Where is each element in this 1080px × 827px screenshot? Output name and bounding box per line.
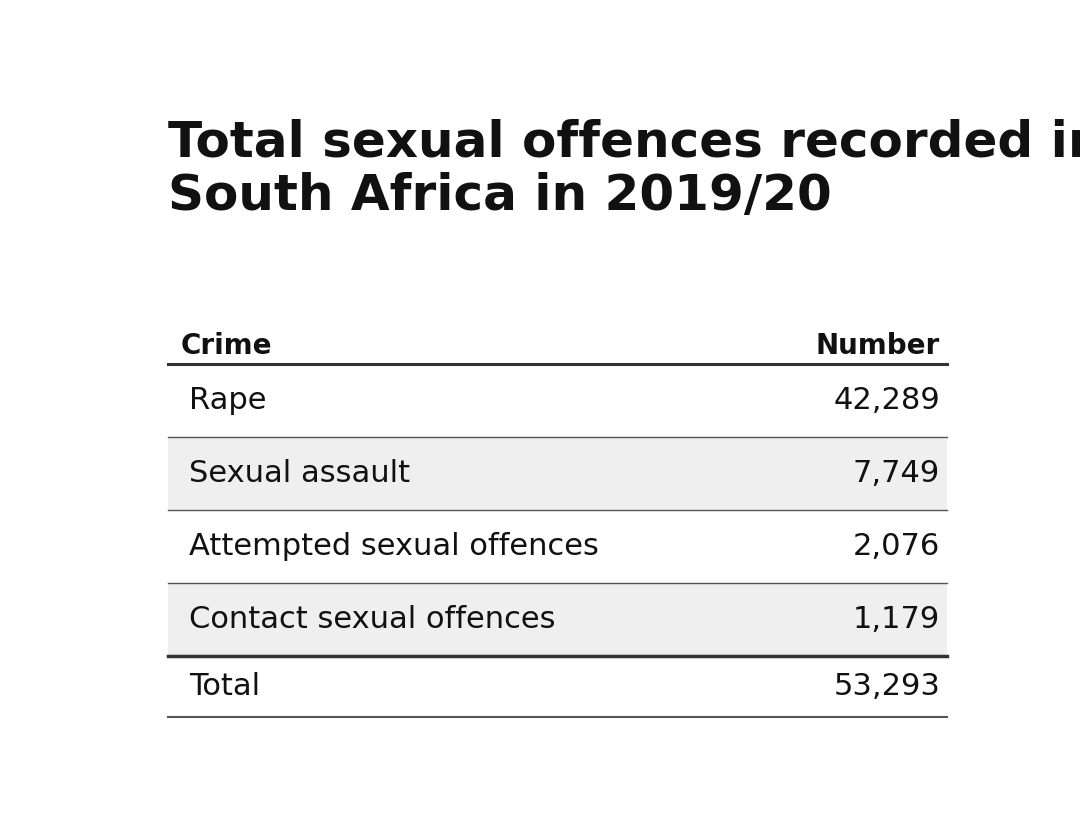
Text: Attempted sexual offences: Attempted sexual offences: [189, 532, 599, 561]
FancyBboxPatch shape: [168, 437, 947, 510]
Text: 7,749: 7,749: [853, 459, 941, 488]
Text: Total: Total: [189, 672, 260, 701]
Text: 53,293: 53,293: [834, 672, 941, 701]
Text: Crime: Crime: [181, 332, 272, 360]
Text: Total sexual offences recorded in
South Africa in 2019/20: Total sexual offences recorded in South …: [168, 118, 1080, 220]
Text: 1,179: 1,179: [853, 605, 941, 634]
Text: Rape: Rape: [189, 385, 267, 414]
Text: 2,076: 2,076: [853, 532, 941, 561]
Text: Contact sexual offences: Contact sexual offences: [189, 605, 556, 634]
Text: Number: Number: [816, 332, 941, 360]
FancyBboxPatch shape: [168, 583, 947, 657]
Text: 42,289: 42,289: [834, 385, 941, 414]
Text: Sexual assault: Sexual assault: [189, 459, 410, 488]
